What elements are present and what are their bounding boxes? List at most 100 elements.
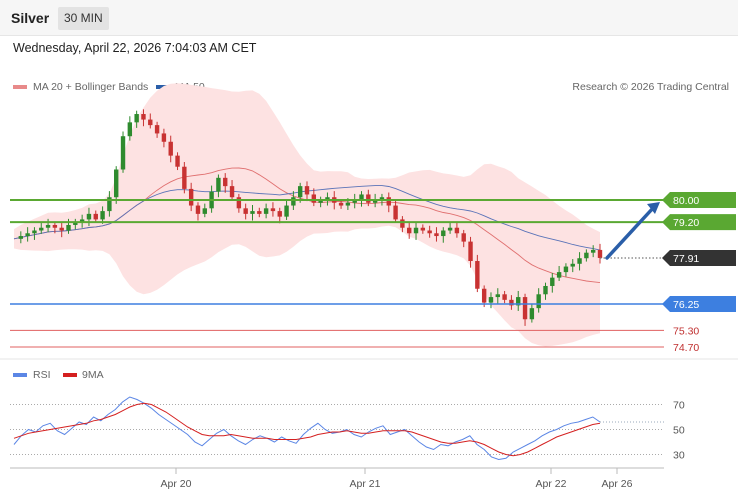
last-price-label: 77.91 [673, 253, 699, 265]
candle-body [297, 186, 303, 198]
candle-body [168, 141, 173, 156]
candle-body [182, 166, 187, 189]
candle-body [229, 186, 235, 198]
ma20-legend-swatch [13, 85, 27, 89]
candle-body [420, 227, 426, 231]
candle-body [18, 236, 24, 239]
support-tag [662, 296, 736, 312]
x-tick-label: Apr 21 [350, 478, 381, 490]
resistance-label: 80.00 [673, 195, 699, 207]
candle-body [257, 211, 262, 214]
candle-body [516, 297, 521, 306]
resistance-tag [662, 192, 736, 208]
candle-body [338, 202, 344, 206]
candle-body [536, 294, 541, 309]
x-tick-label: Apr 26 [602, 478, 633, 490]
last-price-tag [662, 249, 736, 266]
candle-body [434, 233, 439, 237]
rsi-ma-legend-label: 9MA [82, 369, 104, 381]
candle-body [352, 200, 357, 203]
candle-body [250, 211, 255, 214]
candle-body [223, 177, 228, 187]
candle-body [263, 208, 269, 214]
candle-body [379, 197, 385, 200]
copyright-label: Research © 2026 Trading Central [572, 81, 729, 93]
candle-body [522, 297, 528, 320]
rsi-tick-label: 30 [673, 450, 685, 462]
candle-body [45, 224, 51, 228]
target-label: 74.70 [673, 342, 699, 354]
candle-body [284, 205, 289, 217]
candle-body [543, 285, 548, 295]
chart-datetime: Wednesday, April 22, 2026 7:04:03 AM CET [13, 41, 257, 55]
candle-body [202, 208, 207, 214]
candle-body [100, 211, 105, 220]
candle-body [277, 211, 282, 217]
candle-body [93, 213, 98, 220]
candle-body [73, 222, 78, 225]
candle-body [386, 197, 391, 206]
candle-body [509, 299, 514, 306]
candle-body [563, 266, 569, 273]
candle-body [413, 227, 419, 234]
candle-body [161, 133, 167, 142]
timeframe-button[interactable]: 30 MIN [58, 7, 109, 30]
candle-body [584, 252, 589, 259]
candle-body [120, 136, 126, 170]
candle-body [318, 200, 323, 203]
candle-body [577, 258, 582, 264]
candle-body [114, 169, 119, 198]
support-label: 76.25 [673, 299, 699, 311]
candle-body [134, 114, 139, 123]
top-bar: Silver 30 MIN [0, 0, 738, 36]
candle-body [195, 205, 201, 214]
candle-body [441, 230, 446, 237]
candle-body [325, 197, 330, 200]
candle-body [590, 249, 596, 253]
candle-body [550, 277, 555, 286]
rsi-legend-swatch [13, 373, 27, 377]
symbol-title: Silver [11, 10, 50, 26]
candle-body [39, 227, 44, 231]
candle-body [291, 197, 296, 206]
candle-body [107, 197, 112, 212]
candle-body [461, 233, 466, 242]
resistance-label: 79.20 [673, 217, 699, 229]
candle-body [311, 194, 317, 203]
candle-body [597, 249, 603, 258]
rsi-tick-label: 70 [673, 400, 685, 412]
candle-body [468, 241, 473, 262]
candle-body [304, 186, 310, 195]
candle-body [407, 227, 412, 234]
x-tick-label: Apr 20 [161, 478, 192, 490]
rsi-legend-label: RSI [33, 369, 51, 381]
candle-body [393, 205, 398, 220]
candle-body [372, 200, 378, 203]
candle-body [556, 272, 562, 278]
rsi-tick-label: 50 [673, 425, 685, 437]
candle-body [216, 177, 221, 192]
candle-body [488, 297, 494, 303]
candle-body [236, 197, 242, 209]
candle-body [148, 119, 153, 126]
projection-arrow-head [647, 202, 660, 214]
candle-body [188, 188, 194, 206]
candle-body [366, 194, 371, 203]
rsi-ma-line [13, 402, 601, 457]
candle-body [454, 227, 460, 234]
candle-body [495, 294, 500, 298]
rsi-ma-legend-swatch [63, 373, 77, 377]
bollinger-band [14, 83, 600, 347]
candle-body [243, 208, 248, 214]
candle-body [66, 224, 71, 231]
x-tick-label: Apr 22 [536, 478, 567, 490]
candle-body [127, 122, 133, 137]
candle-body [141, 114, 146, 120]
candle-body [175, 155, 180, 167]
candle-body [270, 208, 276, 212]
target-label: 75.30 [673, 325, 699, 337]
candle-body [529, 308, 535, 320]
candle-body [154, 125, 160, 134]
candle-body [447, 227, 453, 231]
